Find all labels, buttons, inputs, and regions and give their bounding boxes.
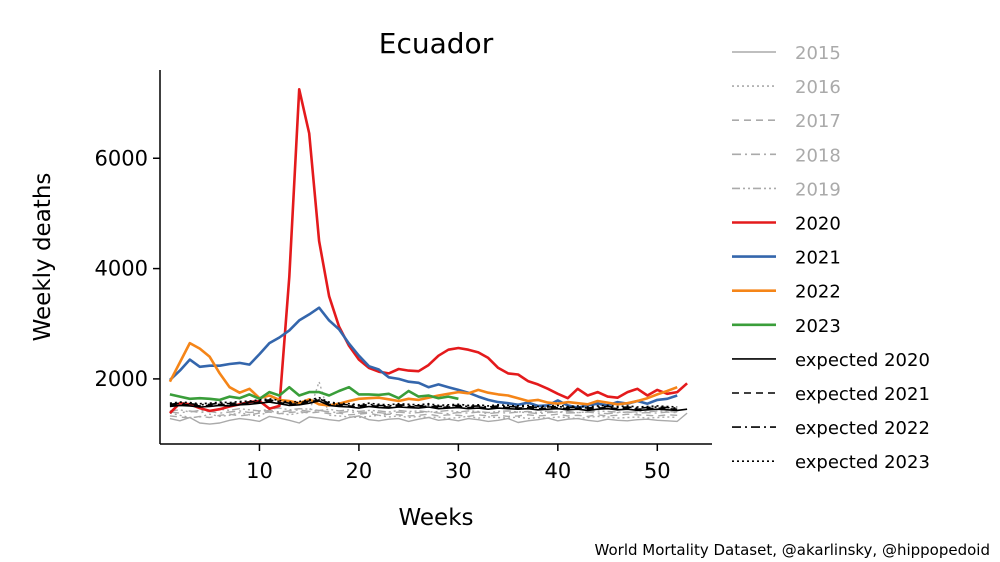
chart-title: Ecuador (379, 27, 494, 60)
x-ticks: 10 20 30 40 50 (246, 444, 671, 483)
series-line-expected-2020 (169, 400, 688, 412)
legend-label-2018: 2018 (795, 145, 841, 166)
legend-label-2015: 2015 (795, 43, 841, 64)
legend-label-expected-2023: expected 2023 (795, 452, 930, 473)
x-tick-label: 10 (246, 459, 273, 483)
legend-label-expected-2020: expected 2020 (795, 350, 930, 371)
credit-text: World Mortality Dataset, @akarlinsky, @h… (595, 541, 990, 559)
legend-label-2021: 2021 (795, 248, 841, 269)
x-tick-label: 40 (544, 459, 571, 483)
series-line-2015 (169, 412, 688, 425)
legend-label-2019: 2019 (795, 179, 841, 200)
series-line-2022 (168, 341, 678, 407)
legend-label-2020: 2020 (795, 214, 841, 235)
series-layer (168, 88, 688, 425)
series-line-expected-2022 (169, 397, 678, 409)
series-line-expected-2021 (169, 399, 678, 411)
legend-label-2017: 2017 (795, 111, 841, 132)
series-line-2023 (169, 385, 459, 402)
x-tick-label: 20 (346, 459, 373, 483)
x-tick-label: 30 (445, 459, 472, 483)
series-line-expected-2023 (169, 396, 678, 408)
y-tick-label: 6000 (95, 146, 148, 170)
y-tick-label: 2000 (95, 367, 148, 391)
y-axis-label: Weekly deaths (30, 173, 56, 342)
legend-label-2023: 2023 (795, 316, 841, 337)
legend: 2015 2016 2017 2018 2019 2020 2021 2022 2023 expe… (732, 43, 930, 473)
legend-label-expected-2021: expected 2021 (795, 384, 930, 405)
y-tick-label: 4000 (95, 257, 148, 281)
series-line-2021 (169, 306, 678, 409)
legend-label-expected-2022: expected 2022 (795, 418, 930, 439)
legend-label-2022: 2022 (795, 282, 841, 303)
legend-label-2016: 2016 (795, 77, 841, 98)
series-line-2019 (169, 407, 678, 414)
series-line-2017 (169, 410, 678, 419)
series-line-2020 (168, 88, 688, 415)
y-ticks: 2000 4000 6000 (95, 146, 160, 391)
series-line-2016 (169, 381, 678, 420)
x-axis-label: Weeks (399, 505, 474, 531)
x-tick-label: 50 (644, 459, 671, 483)
